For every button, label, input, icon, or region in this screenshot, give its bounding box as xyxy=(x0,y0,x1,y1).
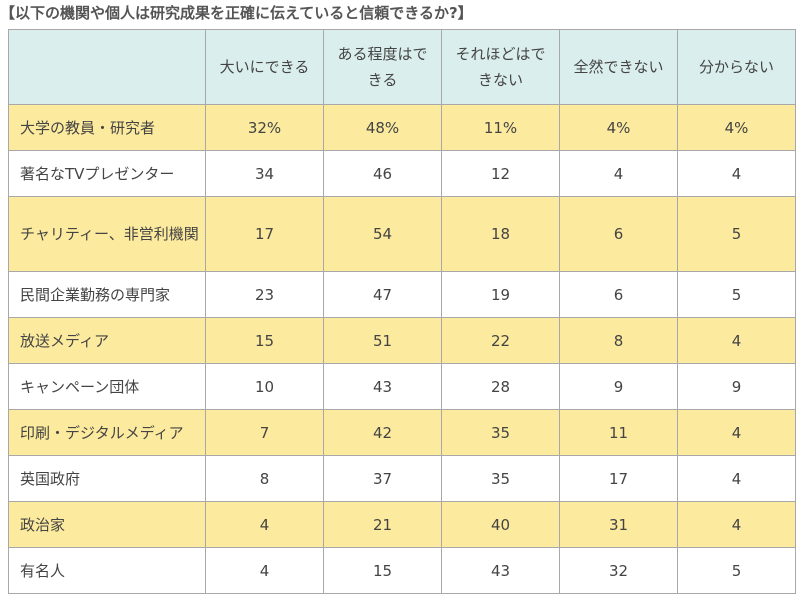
row-label: 大学の教員・研究者 xyxy=(8,104,206,151)
table-cell: 8 xyxy=(205,455,324,502)
table-cell: 21 xyxy=(323,501,442,548)
column-header: ある程度はできる xyxy=(323,29,442,105)
table-cell: 18 xyxy=(441,196,560,272)
table-cell: 31 xyxy=(559,501,678,548)
table-cell: 46 xyxy=(323,150,442,197)
table-row: チャリティー、非営利機関 17 54 18 6 5 xyxy=(8,196,796,272)
row-label: キャンペーン団体 xyxy=(8,363,206,410)
table-cell: 37 xyxy=(323,455,442,502)
table-cell: 54 xyxy=(323,196,442,272)
table-cell: 4 xyxy=(559,150,678,197)
table-cell: 4% xyxy=(677,104,796,151)
table-cell: 4 xyxy=(677,317,796,364)
table-cell: 8 xyxy=(559,317,678,364)
row-label: 政治家 xyxy=(8,501,206,548)
table-cell: 4 xyxy=(677,455,796,502)
table-cell: 4 xyxy=(205,547,324,594)
column-header: 分からない xyxy=(677,29,796,105)
column-header: 大いにできる xyxy=(205,29,324,105)
row-label: 有名人 xyxy=(8,547,206,594)
table-title: 【以下の機関や個人は研究成果を正確に伝えていると信頼できるか?】 xyxy=(0,4,473,22)
table-cell: 4 xyxy=(677,409,796,456)
row-label: 英国政府 xyxy=(8,455,206,502)
table-cell: 42 xyxy=(323,409,442,456)
table-cell: 43 xyxy=(323,363,442,410)
trust-survey-table: 大いにできる ある程度はできる それほどはできない 全然できない 分からない 大… xyxy=(8,29,796,594)
row-label: 印刷・デジタルメディア xyxy=(8,409,206,456)
table-row: 放送メディア 15 51 22 8 4 xyxy=(8,317,796,364)
table-cell: 5 xyxy=(677,196,796,272)
table-cell: 15 xyxy=(323,547,442,594)
table-row: 有名人 4 15 43 32 5 xyxy=(8,547,796,594)
table-cell: 11 xyxy=(559,409,678,456)
table-cell: 19 xyxy=(441,271,560,318)
table-cell: 4 xyxy=(205,501,324,548)
table-cell: 5 xyxy=(677,271,796,318)
table-row: キャンペーン団体 10 43 28 9 9 xyxy=(8,363,796,410)
table-cell: 43 xyxy=(441,547,560,594)
column-header: 全然できない xyxy=(559,29,678,105)
table-cell: 15 xyxy=(205,317,324,364)
table-row: 著名なTVプレゼンター 34 46 12 4 4 xyxy=(8,150,796,197)
table-cell: 9 xyxy=(559,363,678,410)
column-header: それほどはできない xyxy=(441,29,560,105)
table-cell: 22 xyxy=(441,317,560,364)
table-cell: 5 xyxy=(677,547,796,594)
table-cell: 4% xyxy=(559,104,678,151)
table-row: 民間企業勤務の専門家 23 47 19 6 5 xyxy=(8,271,796,318)
row-label: チャリティー、非営利機関 xyxy=(8,196,206,272)
table-cell: 6 xyxy=(559,271,678,318)
table-row: 政治家 4 21 40 31 4 xyxy=(8,501,796,548)
table-cell: 32 xyxy=(559,547,678,594)
table-row: 英国政府 8 37 35 17 4 xyxy=(8,455,796,502)
header-row: 大いにできる ある程度はできる それほどはできない 全然できない 分からない xyxy=(8,29,796,105)
table-row: 大学の教員・研究者 32% 48% 11% 4% 4% xyxy=(8,104,796,151)
table-cell: 23 xyxy=(205,271,324,318)
table-cell: 4 xyxy=(677,501,796,548)
table-cell: 40 xyxy=(441,501,560,548)
header-corner-cell xyxy=(8,29,206,105)
table-cell: 10 xyxy=(205,363,324,410)
row-label: 著名なTVプレゼンター xyxy=(8,150,206,197)
table-row: 印刷・デジタルメディア 7 42 35 11 4 xyxy=(8,409,796,456)
table-cell: 47 xyxy=(323,271,442,318)
table-cell: 32% xyxy=(205,104,324,151)
table-cell: 17 xyxy=(205,196,324,272)
table-cell: 11% xyxy=(441,104,560,151)
table-cell: 4 xyxy=(677,150,796,197)
table-cell: 17 xyxy=(559,455,678,502)
table-cell: 7 xyxy=(205,409,324,456)
table-cell: 28 xyxy=(441,363,560,410)
table-cell: 51 xyxy=(323,317,442,364)
table-cell: 6 xyxy=(559,196,678,272)
table-cell: 35 xyxy=(441,409,560,456)
table-cell: 35 xyxy=(441,455,560,502)
table-cell: 12 xyxy=(441,150,560,197)
row-label: 民間企業勤務の専門家 xyxy=(8,271,206,318)
table-cell: 9 xyxy=(677,363,796,410)
table-cell: 48% xyxy=(323,104,442,151)
table-cell: 34 xyxy=(205,150,324,197)
row-label: 放送メディア xyxy=(8,317,206,364)
